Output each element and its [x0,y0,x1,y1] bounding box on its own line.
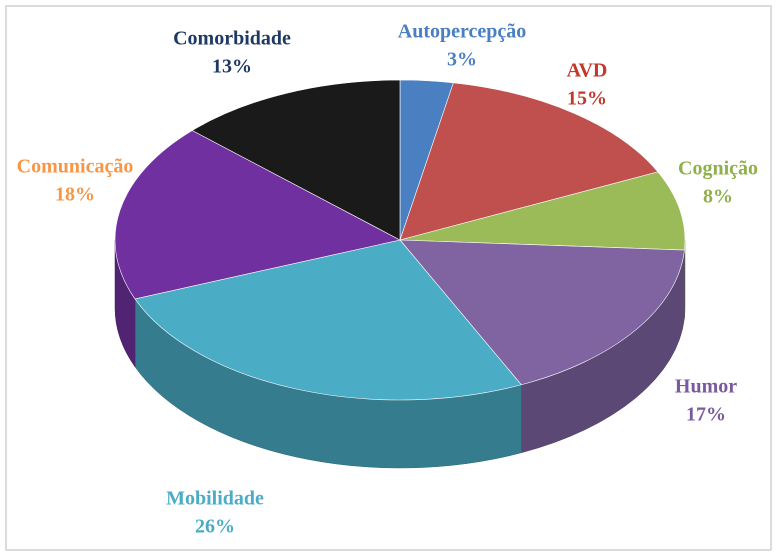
slice-label: Cognição [678,158,758,180]
labels: Autopercepção 3% AVD 15% Cognição 8% Humor 17% M… [17,21,758,538]
slice [114,130,401,300]
slice-label: AVD [567,60,608,82]
slice [399,171,686,251]
slice-label: Humor [675,376,737,398]
value-label: 8% [703,186,733,208]
slice [399,82,659,241]
slice [134,239,522,401]
slice [191,79,401,241]
slice [399,239,685,386]
pie-sides [114,239,686,469]
slice-label: Comunicação [17,156,134,178]
slice-label: Comorbidade [173,28,291,50]
slice-label: Mobilidade [166,488,264,510]
slice-label: Autopercepção [398,21,527,43]
pie-tops [114,79,686,401]
value-label: 18% [55,184,95,206]
value-label: 26% [195,516,235,538]
value-label: 15% [567,88,607,110]
value-label: 3% [447,49,477,71]
value-label: 13% [212,56,252,78]
value-label: 17% [686,404,726,426]
